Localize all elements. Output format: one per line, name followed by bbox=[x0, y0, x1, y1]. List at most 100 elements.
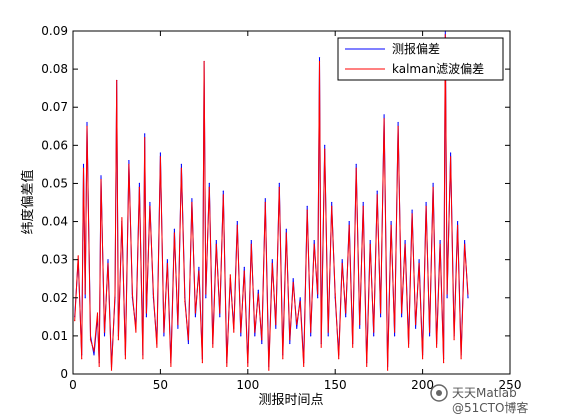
series-0-point bbox=[180, 163, 182, 165]
series-0-point bbox=[236, 221, 238, 223]
series-1-point bbox=[457, 224, 459, 226]
series-1-point bbox=[201, 362, 203, 364]
series-1-point bbox=[278, 186, 280, 188]
y-tick-label: 0.07 bbox=[41, 100, 68, 114]
series-0-point bbox=[429, 335, 431, 337]
series-0-point bbox=[467, 297, 469, 299]
series-1-point bbox=[362, 205, 364, 207]
y-tick-label: 0.03 bbox=[41, 253, 68, 267]
series-0-point bbox=[285, 228, 287, 230]
series-1-point bbox=[96, 312, 99, 314]
series-1-point bbox=[401, 312, 403, 314]
series-1-point bbox=[352, 346, 354, 348]
series-0-point bbox=[457, 221, 459, 223]
y-tick-label: 0.01 bbox=[41, 329, 68, 343]
series-1-point bbox=[229, 274, 231, 276]
series-1-point bbox=[84, 293, 86, 295]
x-tick-label: 50 bbox=[153, 378, 168, 392]
series-1-point bbox=[257, 293, 259, 295]
series-1-point bbox=[264, 201, 266, 204]
series-1-point bbox=[89, 339, 92, 341]
series-0-point bbox=[390, 221, 392, 223]
series-0-point bbox=[138, 182, 140, 184]
series-1-point bbox=[289, 339, 291, 341]
series-1-point bbox=[149, 205, 151, 207]
series-1-point bbox=[215, 243, 217, 245]
series-1-point bbox=[303, 365, 305, 367]
series-1-point bbox=[436, 346, 438, 348]
series-1-point bbox=[144, 137, 146, 139]
series-0-point bbox=[341, 259, 343, 261]
series-1-point bbox=[114, 293, 116, 295]
series-1-point bbox=[443, 362, 445, 364]
series-0-point bbox=[415, 327, 417, 329]
y-tick-label: 0.08 bbox=[41, 62, 68, 76]
series-1-point bbox=[318, 60, 321, 63]
series-1-point bbox=[467, 293, 469, 295]
series-0-point bbox=[264, 198, 266, 200]
series-0-point bbox=[144, 133, 146, 135]
series-1-point bbox=[131, 293, 133, 295]
series-1-point bbox=[324, 148, 326, 150]
series-1-point bbox=[327, 331, 329, 333]
series-1-point bbox=[107, 262, 109, 265]
series-1-point bbox=[341, 262, 343, 265]
series-1-point bbox=[446, 293, 448, 295]
series-0-point bbox=[397, 121, 399, 124]
series-0-point bbox=[327, 335, 329, 337]
series-0-point bbox=[275, 327, 277, 329]
series-1-point bbox=[159, 156, 161, 158]
series-layer bbox=[74, 30, 469, 371]
series-0-point bbox=[376, 190, 378, 192]
watermark-logo-dot-icon bbox=[436, 390, 442, 396]
series-1-point bbox=[180, 167, 182, 169]
series-1-point bbox=[285, 232, 287, 234]
series-1-point bbox=[236, 224, 238, 226]
watermark: 天天Matlab @51CTO博客 bbox=[430, 384, 528, 415]
series-0-point bbox=[198, 266, 200, 268]
series-1-point bbox=[271, 262, 273, 265]
series-0-point bbox=[355, 163, 357, 165]
series-0-point bbox=[369, 240, 371, 242]
series-1-point bbox=[299, 301, 301, 303]
series-0-point bbox=[439, 240, 441, 242]
series-1-point bbox=[86, 125, 88, 127]
series-1-point bbox=[103, 331, 106, 333]
series-1-point bbox=[464, 243, 466, 245]
series-0-point bbox=[100, 175, 102, 177]
series-0-point bbox=[166, 259, 168, 261]
series-1-point bbox=[373, 331, 375, 333]
series-1-point bbox=[394, 331, 396, 333]
series-0-point bbox=[359, 327, 361, 329]
series-1-point bbox=[387, 369, 389, 371]
series-0-point bbox=[271, 259, 273, 261]
y-tick-label: 0.05 bbox=[41, 176, 68, 190]
series-1-point bbox=[268, 369, 270, 371]
series-0-point bbox=[401, 316, 403, 318]
series-1-point bbox=[460, 358, 462, 360]
series-1-point bbox=[138, 186, 140, 188]
series-0-point bbox=[296, 327, 298, 329]
series-1-point bbox=[226, 365, 228, 367]
series-1-point bbox=[240, 331, 242, 333]
series-0-point bbox=[373, 335, 375, 337]
series-0-point bbox=[418, 259, 420, 261]
series-1-point bbox=[439, 243, 441, 245]
series-0-point bbox=[205, 297, 207, 299]
series-1-point bbox=[184, 301, 186, 303]
series-1-point bbox=[219, 312, 221, 314]
y-tick-label: 0.04 bbox=[41, 215, 68, 229]
series-0-point bbox=[362, 201, 364, 204]
series-1-point bbox=[348, 224, 350, 226]
series-1-point bbox=[152, 293, 154, 295]
series-1-point bbox=[203, 60, 205, 63]
y-tick-label: 0 bbox=[60, 367, 68, 381]
series-1-point bbox=[173, 232, 175, 234]
series-1-point bbox=[275, 323, 277, 326]
series-0-point bbox=[411, 209, 413, 211]
series-1-point bbox=[163, 331, 165, 333]
series-1-point bbox=[345, 312, 347, 314]
series-0-point bbox=[380, 316, 382, 318]
